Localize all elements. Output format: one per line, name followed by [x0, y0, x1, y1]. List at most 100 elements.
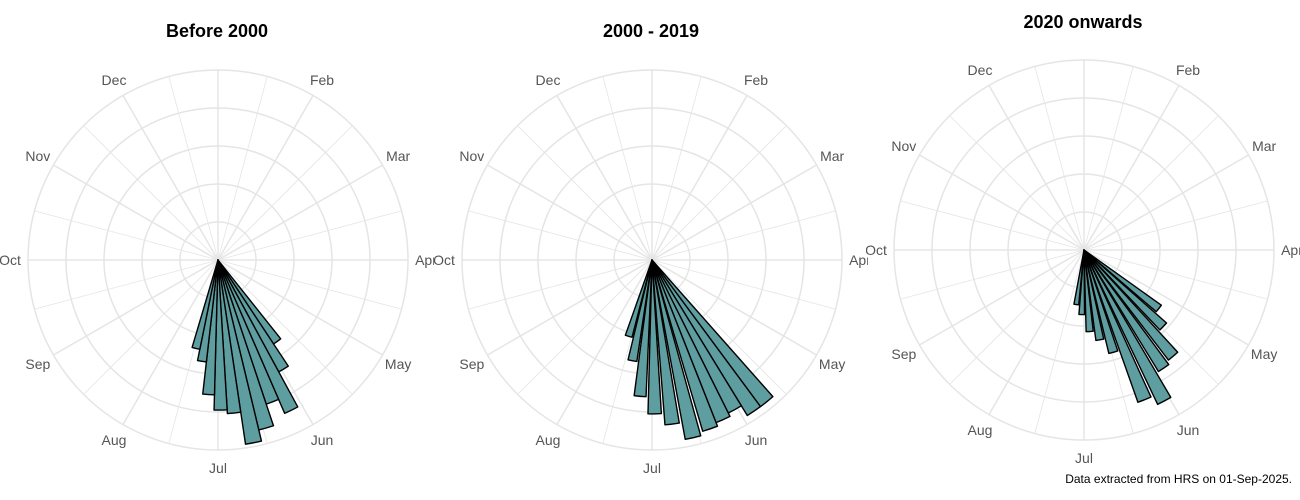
grid-spoke [949, 115, 1085, 251]
month-label-apr: Apr [415, 252, 434, 268]
grid-spoke [651, 259, 817, 356]
month-label-oct: Oct [434, 252, 455, 268]
grid-spoke [651, 125, 787, 261]
grid-spoke [168, 76, 219, 261]
grid-spoke [919, 249, 1085, 346]
month-label-feb: Feb [310, 72, 334, 88]
grid-spoke [217, 259, 353, 395]
month-label-mar: Mar [820, 148, 844, 164]
month-label-may: May [1251, 346, 1277, 362]
grid-spoke [1083, 249, 1249, 346]
month-label-aug: Aug [102, 432, 127, 448]
month-label-dec: Dec [102, 72, 127, 88]
panel-title: Before 2000 [165, 21, 269, 41]
rose-bar [217, 259, 242, 415]
grid-spoke [919, 154, 1085, 251]
grid-spoke [217, 259, 383, 356]
grid-spoke [34, 259, 219, 310]
rose-bar [624, 259, 653, 338]
grid-spoke [468, 259, 653, 310]
month-label-jul: Jul [1075, 450, 1093, 466]
month-label-jul: Jul [643, 460, 661, 476]
rose-bar [1083, 249, 1163, 313]
grid-spoke [900, 249, 1085, 300]
rose-bar [191, 259, 219, 351]
grid-spoke [1083, 85, 1180, 251]
month-label-dec: Dec [968, 62, 993, 78]
month-label-feb: Feb [1176, 62, 1200, 78]
month-label-mar: Mar [1252, 138, 1276, 154]
grid-spoke [651, 164, 817, 261]
rose-bar [1083, 249, 1105, 342]
grid-spoke [1083, 115, 1219, 251]
polar-chart: Feb Mar Apr May Jun Jul Aug Sep Oct Nov Dec [0, 69, 434, 476]
rose-bar [651, 259, 680, 426]
grid-spoke [651, 95, 748, 261]
grid-spoke [83, 259, 219, 395]
grid-spoke [1083, 154, 1249, 251]
month-label-dec: Dec [536, 72, 561, 88]
rose-bar [1083, 249, 1119, 355]
grid-spoke [900, 200, 1085, 251]
grid-spoke [53, 164, 219, 261]
month-label-may: May [385, 356, 411, 372]
grid-spoke [1034, 66, 1085, 251]
grid-spoke [217, 125, 353, 261]
grid-spoke [988, 249, 1085, 415]
grid-spoke [83, 125, 219, 261]
grid-spoke [468, 210, 653, 261]
rose-bar [1083, 249, 1152, 403]
rose-bar [217, 259, 263, 445]
panel-title: 2000 - 2019 [602, 21, 700, 41]
month-label-oct: Oct [866, 242, 887, 258]
month-label-sep: Sep [891, 346, 916, 362]
grid-spoke [217, 95, 314, 261]
month-label-jun: Jun [745, 432, 768, 448]
month-label-nov: Nov [459, 148, 484, 164]
rose-bar [1083, 249, 1094, 333]
grid-spoke [34, 210, 219, 261]
grid-spoke [651, 259, 787, 395]
grid-spoke [53, 259, 219, 356]
month-label-feb: Feb [744, 72, 768, 88]
panel-title: 2020 onwards [1023, 12, 1143, 32]
grid-spoke [602, 76, 653, 261]
month-label-sep: Sep [459, 356, 484, 372]
grid-spoke [651, 259, 836, 310]
panel-2000-2019: 2000 - 2019 Feb Mar Apr May Jun Jul Aug Sep Oct N… [434, 0, 868, 480]
month-label-nov: Nov [25, 148, 50, 164]
data-source-caption: Data extracted from HRS on 01-Sep-2025. [1065, 472, 1292, 486]
month-label-sep: Sep [25, 356, 50, 372]
polar-chart: Feb Mar Apr May Jun Jul Aug Sep Oct Nov Dec [434, 69, 868, 476]
grid-spoke [1083, 200, 1268, 251]
grid-spoke [217, 164, 383, 261]
month-label-nov: Nov [891, 138, 916, 154]
rose-bar [647, 259, 663, 415]
month-label-jun: Jun [311, 432, 334, 448]
grid-spoke [217, 76, 268, 261]
rose-bar [217, 259, 299, 415]
grid-spoke [988, 85, 1085, 251]
grid-spoke [217, 210, 402, 261]
month-label-aug: Aug [536, 432, 561, 448]
rose-bar [1073, 249, 1085, 306]
grid-spoke [517, 125, 653, 261]
month-label-aug: Aug [968, 422, 993, 438]
month-label-apr: Apr [849, 252, 868, 268]
rose-bar [651, 259, 702, 441]
grid-spoke [487, 259, 653, 356]
rose-bar [651, 259, 762, 417]
month-label-may: May [819, 356, 845, 372]
month-label-apr: Apr [1281, 242, 1300, 258]
grid-spoke [556, 259, 653, 425]
rose-bar [651, 259, 719, 432]
grid-spoke [949, 249, 1085, 385]
rose-bar [1083, 249, 1172, 406]
polar-chart: Feb Mar Apr May Jun Jul Aug Sep Oct Nov Dec [866, 59, 1300, 466]
rose-bar [1078, 249, 1086, 316]
month-label-jul: Jul [209, 460, 227, 476]
grid-spoke [122, 95, 219, 261]
month-label-mar: Mar [386, 148, 410, 164]
grid-spoke [1083, 249, 1268, 300]
rose-bar [1083, 249, 1179, 361]
